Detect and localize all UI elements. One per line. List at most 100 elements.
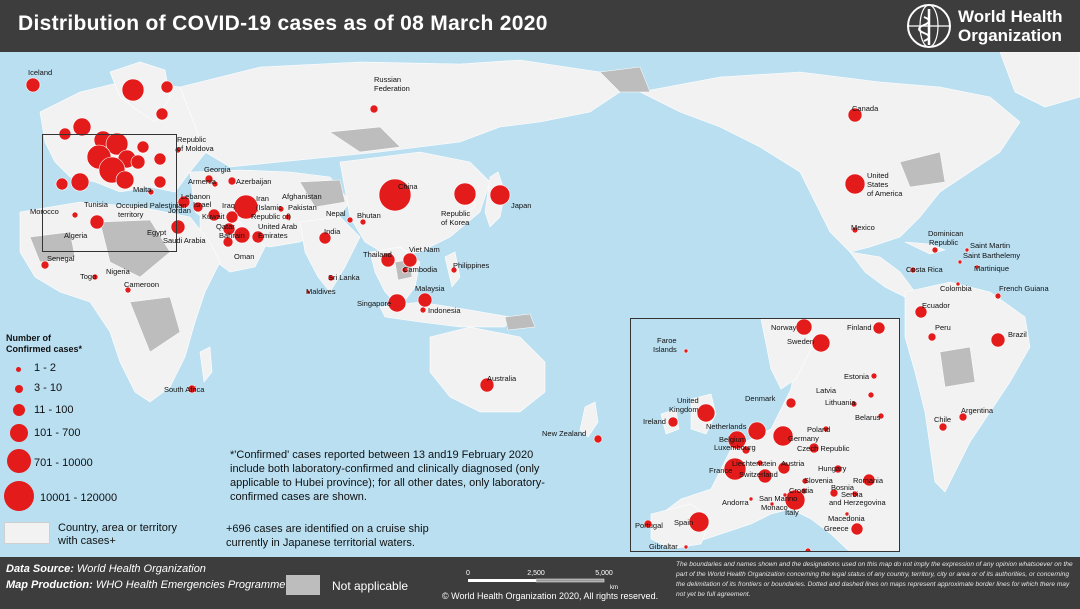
label-pakistan: Pakistan — [288, 203, 317, 212]
label-algeria: Algeria — [64, 231, 88, 240]
legend-dot-5 — [7, 449, 31, 473]
label-argentina: Argentina — [961, 406, 994, 415]
label-uae-1: United Arab — [258, 222, 298, 231]
legend-dot-1 — [16, 367, 21, 372]
label-senegal: Senegal — [47, 254, 75, 263]
label-usa-3: of America — [867, 189, 903, 198]
who-emblem-icon — [907, 4, 951, 48]
inset-label-italy: Italy — [785, 508, 799, 517]
label-korea-1: Republic — [441, 209, 471, 218]
inset-case-dots — [643, 319, 886, 551]
legend-title-2: Confirmed cases* — [6, 344, 83, 354]
case-dots — [25, 77, 1006, 444]
label-oman: Oman — [234, 252, 255, 261]
label-mexico: Mexico — [851, 223, 875, 232]
inset-label-netherlands: Netherlands — [706, 422, 747, 431]
inset-label-lithuania: Lithuania — [825, 398, 856, 407]
legend-dot-3 — [13, 404, 25, 416]
copyright: © World Health Organization 2020, All ri… — [442, 591, 659, 601]
map-landmass — [19, 52, 1080, 493]
note1-line2: include both laboratory-confirmed and cl… — [230, 463, 540, 475]
label-newzealand: New Zealand — [542, 429, 587, 438]
note-confirmed: *'Confirmed' cases reported between 13 a… — [230, 448, 590, 504]
scale-unit: km — [610, 585, 618, 591]
inset-label-spain: Spain — [674, 518, 694, 527]
disclaimer: The boundaries and names shown and the d… — [676, 561, 1073, 598]
label-thailand: Thailand — [363, 250, 392, 259]
note1-line1: *'Confirmed' cases reported between 13 a… — [230, 449, 534, 461]
label-canada: Canada — [852, 104, 879, 113]
label-saudi: Saudi Arabia — [163, 236, 206, 245]
label-ecuador: Ecuador — [922, 301, 950, 310]
label-nepal: Nepal — [326, 209, 346, 218]
inset-label-greece: Greece — [824, 524, 849, 533]
label-opt-1: Occupied Palestinian — [116, 201, 187, 210]
label-peru: Peru — [935, 323, 951, 332]
not-applicable-swatch — [286, 575, 320, 595]
data-source-label: Data Source: — [6, 563, 74, 575]
label-iran-2: (Islamic — [256, 203, 282, 212]
inset-label-estonia: Estonia — [844, 372, 870, 381]
label-indonesia: Indonesia — [428, 306, 461, 315]
label-malaysia: Malaysia — [415, 284, 445, 293]
inset-label-slovenia: Slovenia — [804, 476, 833, 485]
label-bhutan: Bhutan — [357, 211, 381, 220]
label-russia-2: Federation — [374, 84, 410, 93]
label-azerbaijan: Azerbaijan — [236, 177, 272, 186]
inset-label-liechtenstein: Liechtenstein — [732, 459, 777, 468]
label-chile: Chile — [934, 415, 952, 424]
label-south-africa: South Africa — [164, 385, 205, 394]
inset-label-belarus: Belarus — [855, 413, 881, 422]
label-armenia: Armenia — [188, 177, 216, 186]
inset-label-switzerland: Switzerland — [739, 470, 778, 479]
data-source: Data Source: World Health Organization — [6, 563, 206, 575]
scale-tick-1: 2,500 — [527, 570, 545, 577]
label-moldova-2: of Moldova — [177, 144, 214, 153]
label-egypt: Egypt — [147, 228, 167, 237]
map-title: Distribution of COVID-19 cases as of 08 … — [18, 12, 548, 35]
label-moldova-1: Republic — [177, 135, 207, 144]
legend-item-5: 701 - 10000 — [34, 457, 93, 469]
not-applicable-label: Not applicable — [332, 579, 409, 593]
label-cambodia: Cambodia — [403, 265, 438, 274]
label-lebanon: Lebanon — [181, 192, 211, 201]
legend-country-swatch — [4, 522, 50, 544]
inset-label-san-marino: San Marino — [759, 494, 798, 503]
europe-inset: Faroe Islands Norway Sweden Finland Esto… — [630, 318, 900, 552]
map-production-value: WHO Health Emergencies Programme — [95, 579, 286, 591]
legend-item-3: 11 - 100 — [34, 404, 74, 416]
label-iran-3: Republic of) — [251, 212, 292, 221]
note2-line1: +696 cases are identified on a cruise sh… — [226, 523, 429, 535]
inset-label-bosnia-1: Bosnia — [831, 483, 854, 492]
legend-item-4: 101 - 700 — [34, 427, 81, 439]
inset-label-norway: Norway — [771, 323, 797, 332]
label-israel: Israel — [193, 200, 212, 209]
label-costarica: Costa Rica — [906, 265, 943, 274]
map-production: Map Production: WHO Health Emergencies P… — [6, 579, 285, 591]
label-dominican-2: Republic — [929, 238, 959, 247]
label-singapore: Singapore — [357, 299, 392, 308]
legend-item-1: 1 - 2 — [34, 362, 57, 374]
label-usa-1: United — [867, 171, 889, 180]
inset-label-czech: Czech Republic — [797, 444, 850, 453]
label-morocco: Morocco — [30, 207, 59, 216]
label-australia: Australia — [487, 374, 517, 383]
label-india: India — [324, 227, 341, 236]
label-dominican-1: Dominican — [928, 229, 964, 238]
legend-country-1: Country, area or territory — [58, 522, 178, 534]
legend-dot-6 — [4, 481, 34, 511]
legend-title: Number of Confirmed cases* — [6, 333, 82, 355]
note2-line2: currently in Japanese territorial waters… — [226, 537, 415, 549]
legend-country-2: with cases+ — [58, 535, 116, 547]
legend-item-6: 10001 - 120000 — [40, 492, 118, 504]
label-uae-2: Emirates — [258, 231, 288, 240]
label-korea-2: of Korea — [441, 218, 470, 227]
label-qatar: Qatar — [216, 222, 235, 231]
inset-label-croatia: Croatia — [789, 486, 814, 495]
note1-line4: confirmed cases are shown. — [230, 491, 367, 503]
inset-label-faroe-1: Faroe — [657, 336, 677, 345]
label-kuwait: Kuwait — [202, 212, 225, 221]
label-saint-martin: Saint Martin — [970, 241, 1011, 250]
label-tunisia: Tunisia — [84, 200, 108, 209]
label-usa-2: States — [867, 180, 889, 189]
